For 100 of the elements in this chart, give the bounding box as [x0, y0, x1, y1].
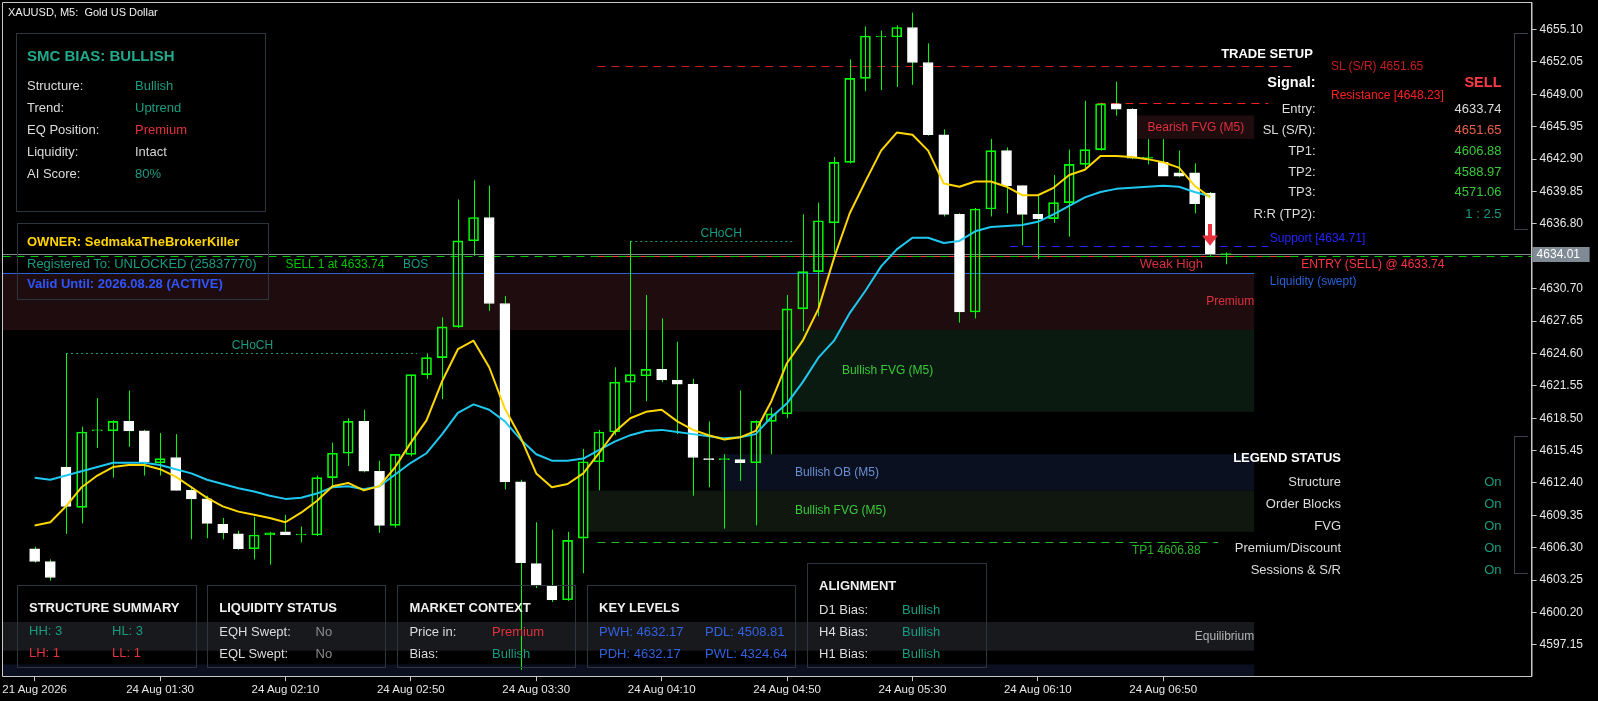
annotation: Bullish [135, 77, 174, 94]
annotation: D1 Bias: [819, 601, 869, 618]
annotation: H1 Bias: [819, 646, 869, 662]
annotation: Valid Until: 2026.08.28 (ACTIVE) [27, 276, 223, 292]
band-label: Equilibrium [1194, 628, 1255, 643]
annotation: Order Blocks [1265, 495, 1341, 512]
annotation: EQL Swept: [219, 646, 289, 662]
annotation: KEY LEVELS [599, 599, 680, 616]
candlestick [1110, 81, 1122, 117]
annotation: 4588.97 [1454, 163, 1502, 180]
ref-line-label: Resistance [4648.23] [1330, 87, 1444, 102]
y-tick-label: 4600.20 [1539, 604, 1584, 619]
x-tick-label: 24 Aug 05:30 [878, 683, 947, 696]
annotation: TRADE SETUP [1221, 45, 1313, 62]
ref-line-label: SL (S/R) 4651.65 [1330, 58, 1424, 73]
ref-line-label: TP1 4606.88 [1131, 542, 1201, 557]
annotation: Trend: [27, 99, 65, 116]
ref-line-label: Liquidity (swept) [1269, 273, 1357, 288]
annotation: No [315, 646, 333, 662]
candlestick [217, 517, 229, 540]
candlestick [123, 390, 135, 448]
x-tick-label: 24 Aug 03:30 [502, 683, 571, 696]
ref-line-label: CHoCH [700, 225, 742, 240]
y-tick-label: 4655.10 [1539, 21, 1584, 36]
annotation: SMC BIAS: BULLISH [27, 47, 175, 65]
annotation: TP2: [1288, 163, 1316, 180]
annotation: Entry: [1281, 101, 1316, 117]
x-tick-label: 24 Aug 06:10 [1003, 683, 1072, 696]
band-label: Bullish OB (M5) [794, 464, 879, 479]
annotation: HL: 3 [112, 622, 144, 639]
annotation: LH: 1 [29, 644, 61, 661]
y-tick-label: 4603.25 [1539, 572, 1584, 587]
annotation: FVG [1314, 517, 1341, 534]
annotation: TP1: [1288, 142, 1316, 159]
candlestick [530, 521, 542, 589]
annotation: Signal: [1267, 74, 1316, 92]
annotation: HH: 3 [29, 622, 63, 639]
annotation: Uptrend [135, 99, 182, 116]
annotation: Bullish [902, 646, 941, 662]
x-tick-label: 24 Aug 02:10 [251, 683, 320, 696]
y-tick-label: 4612.40 [1539, 475, 1584, 490]
candlestick [1032, 194, 1044, 260]
candlestick [671, 341, 683, 435]
annotation: PDH: 4632.17 [599, 646, 681, 662]
y-tick-label: 4618.50 [1539, 410, 1584, 425]
x-tick-label: 24 Aug 04:50 [753, 683, 821, 696]
y-tick-label: 4606.30 [1539, 540, 1584, 555]
annotation: TP3: [1288, 184, 1316, 200]
band-label: Premium [1206, 293, 1255, 308]
annotation: Bullish [902, 601, 941, 618]
ref-line-label: ENTRY (SELL) @ 4633.74 [1301, 256, 1445, 271]
y-tick-label: 4615.45 [1539, 442, 1584, 457]
annotation: SL (S/R): [1262, 122, 1316, 138]
annotation: 4606.88 [1454, 142, 1502, 159]
x-tick-label: 21 Aug 2026 [2, 683, 67, 696]
annotation: SELL [1464, 74, 1502, 92]
x-tick-label: 24 Aug 01:30 [126, 683, 194, 696]
y-tick-label: 4642.90 [1539, 151, 1584, 166]
x-tick-label: 24 Aug 02:50 [376, 683, 445, 696]
annotation: Liquidity: [27, 143, 79, 160]
annotation: EQH Swept: [219, 624, 291, 640]
candlestick [280, 514, 291, 536]
annotation: Registered To: UNLOCKED (25837770) [27, 256, 257, 272]
y-tick-label: 4624.60 [1539, 345, 1584, 360]
annotation: Bullish [902, 623, 941, 640]
annotation: 80% [135, 166, 162, 182]
annotation: 4651.65 [1454, 122, 1502, 138]
y-tick-label: 4645.95 [1539, 119, 1584, 134]
y-tick-label: 4636.80 [1539, 216, 1584, 231]
annotation: EQ Position: [27, 122, 100, 138]
x-tick-label: 24 Aug 06:50 [1129, 683, 1198, 696]
annotation: On [1484, 561, 1502, 578]
annotation: On [1484, 495, 1502, 512]
band-label: Bullish FVG (M5) [794, 503, 887, 518]
annotation: BOS [403, 256, 429, 271]
candlestick [734, 390, 746, 482]
annotation: Premium/Discount [1234, 539, 1341, 556]
annotation: 1 : 2.5 [1465, 205, 1502, 222]
annotation: Bias: [409, 646, 439, 662]
annotation: OWNER: SedmakaTheBrokerKiller [27, 233, 240, 250]
x-tick-label: 24 Aug 04:10 [627, 683, 696, 696]
annotation: STRUCTURE SUMMARY [29, 599, 180, 616]
annotation: Sessions & S/R [1250, 561, 1341, 578]
annotation: Structure [1288, 473, 1341, 490]
annotation: On [1484, 539, 1502, 556]
annotation: PDL: 4508.81 [705, 624, 785, 640]
annotation: No [315, 624, 333, 640]
annotation: Structure: [27, 77, 84, 94]
annotation: 4633.74 [1454, 101, 1502, 117]
band-label: Bearish FVG (M5) [1147, 119, 1245, 134]
annotation: Price in: [409, 624, 457, 640]
ref-line-label: CHoCH [231, 337, 274, 352]
annotation: LL: 1 [112, 644, 141, 661]
annotation: PWH: 4632.17 [599, 624, 684, 640]
y-tick-label: 4609.35 [1539, 507, 1584, 522]
annotation: R:R (TP2): [1253, 205, 1316, 222]
y-tick-label: 4627.65 [1539, 313, 1584, 328]
annotation: LEGEND STATUS [1233, 449, 1341, 466]
y-tick-label: 4639.85 [1539, 183, 1584, 198]
y-tick-label: 4621.55 [1539, 378, 1584, 393]
